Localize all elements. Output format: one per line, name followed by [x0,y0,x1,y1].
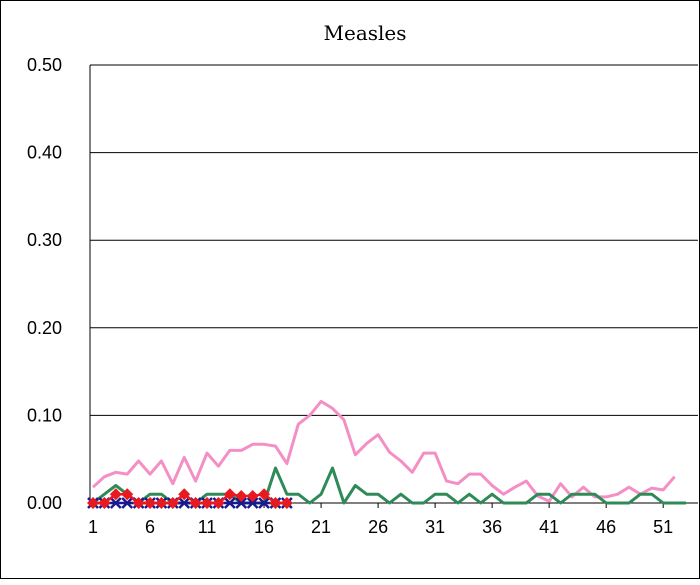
series-3-point-16 [269,497,282,509]
series-3-point-4 [132,497,145,509]
y-tick-label-1: 0.10 [27,405,62,425]
x-tick-label-0: 1 [88,517,98,537]
series-2-point-13 [235,497,248,509]
series-layer [87,399,686,509]
y-axis-ticks: 0.00 0.10 0.20 0.30 0.40 0.50 [27,55,62,513]
y-tick-label-0: 0.00 [27,493,62,513]
series-0-line [91,399,676,503]
series-3-point-5 [144,497,157,509]
x-tick-label-6: 31 [425,517,445,537]
series-3-point-3 [121,488,134,501]
series-2-point-8 [178,497,191,509]
series-2-point-15 [258,497,270,509]
x-tick-label-1: 6 [145,517,155,537]
x-axis: 1 6 11 16 21 26 31 36 41 46 51 [88,503,673,537]
x-tick-label-2: 11 [198,517,217,537]
y-tick-label-5: 0.50 [27,55,62,75]
y-tick-label-3: 0.30 [27,230,62,250]
series-2-point-3 [121,497,134,509]
x-tick-label-3: 16 [254,517,274,537]
series-3-point-8 [178,488,191,501]
x-tick-label-7: 36 [482,517,502,537]
y-tick-label-4: 0.40 [27,143,62,163]
series-3-point-15 [258,488,271,501]
series-3-point-6 [155,497,168,509]
series-3-point-7 [166,497,179,509]
series-3-point-0 [87,497,99,509]
x-tick-label-10: 51 [653,517,673,537]
gridlines [89,64,698,504]
x-tick-label-5: 26 [368,517,388,537]
series-3-point-1 [98,497,111,509]
series-3-point-2 [109,488,122,501]
x-tick-label-8: 41 [539,517,559,537]
series-3-point-10 [201,497,214,509]
series-3-point-11 [212,497,225,509]
x-tick-label-4: 21 [311,517,331,537]
x-tick-label-9: 46 [596,517,616,537]
y-tick-label-2: 0.20 [27,318,62,338]
series-3 [87,488,293,509]
chart-title: Measles [324,21,407,45]
series-2-point-14 [246,497,259,509]
series-3-point-9 [189,497,202,509]
series-2-point-12 [223,497,236,509]
series-3-point-17 [280,497,293,509]
series-2-point-2 [109,497,122,509]
series-3-point-12 [223,488,236,501]
series-3-point-14 [246,489,259,502]
series-0 [91,399,676,503]
series-3-point-13 [235,489,248,502]
